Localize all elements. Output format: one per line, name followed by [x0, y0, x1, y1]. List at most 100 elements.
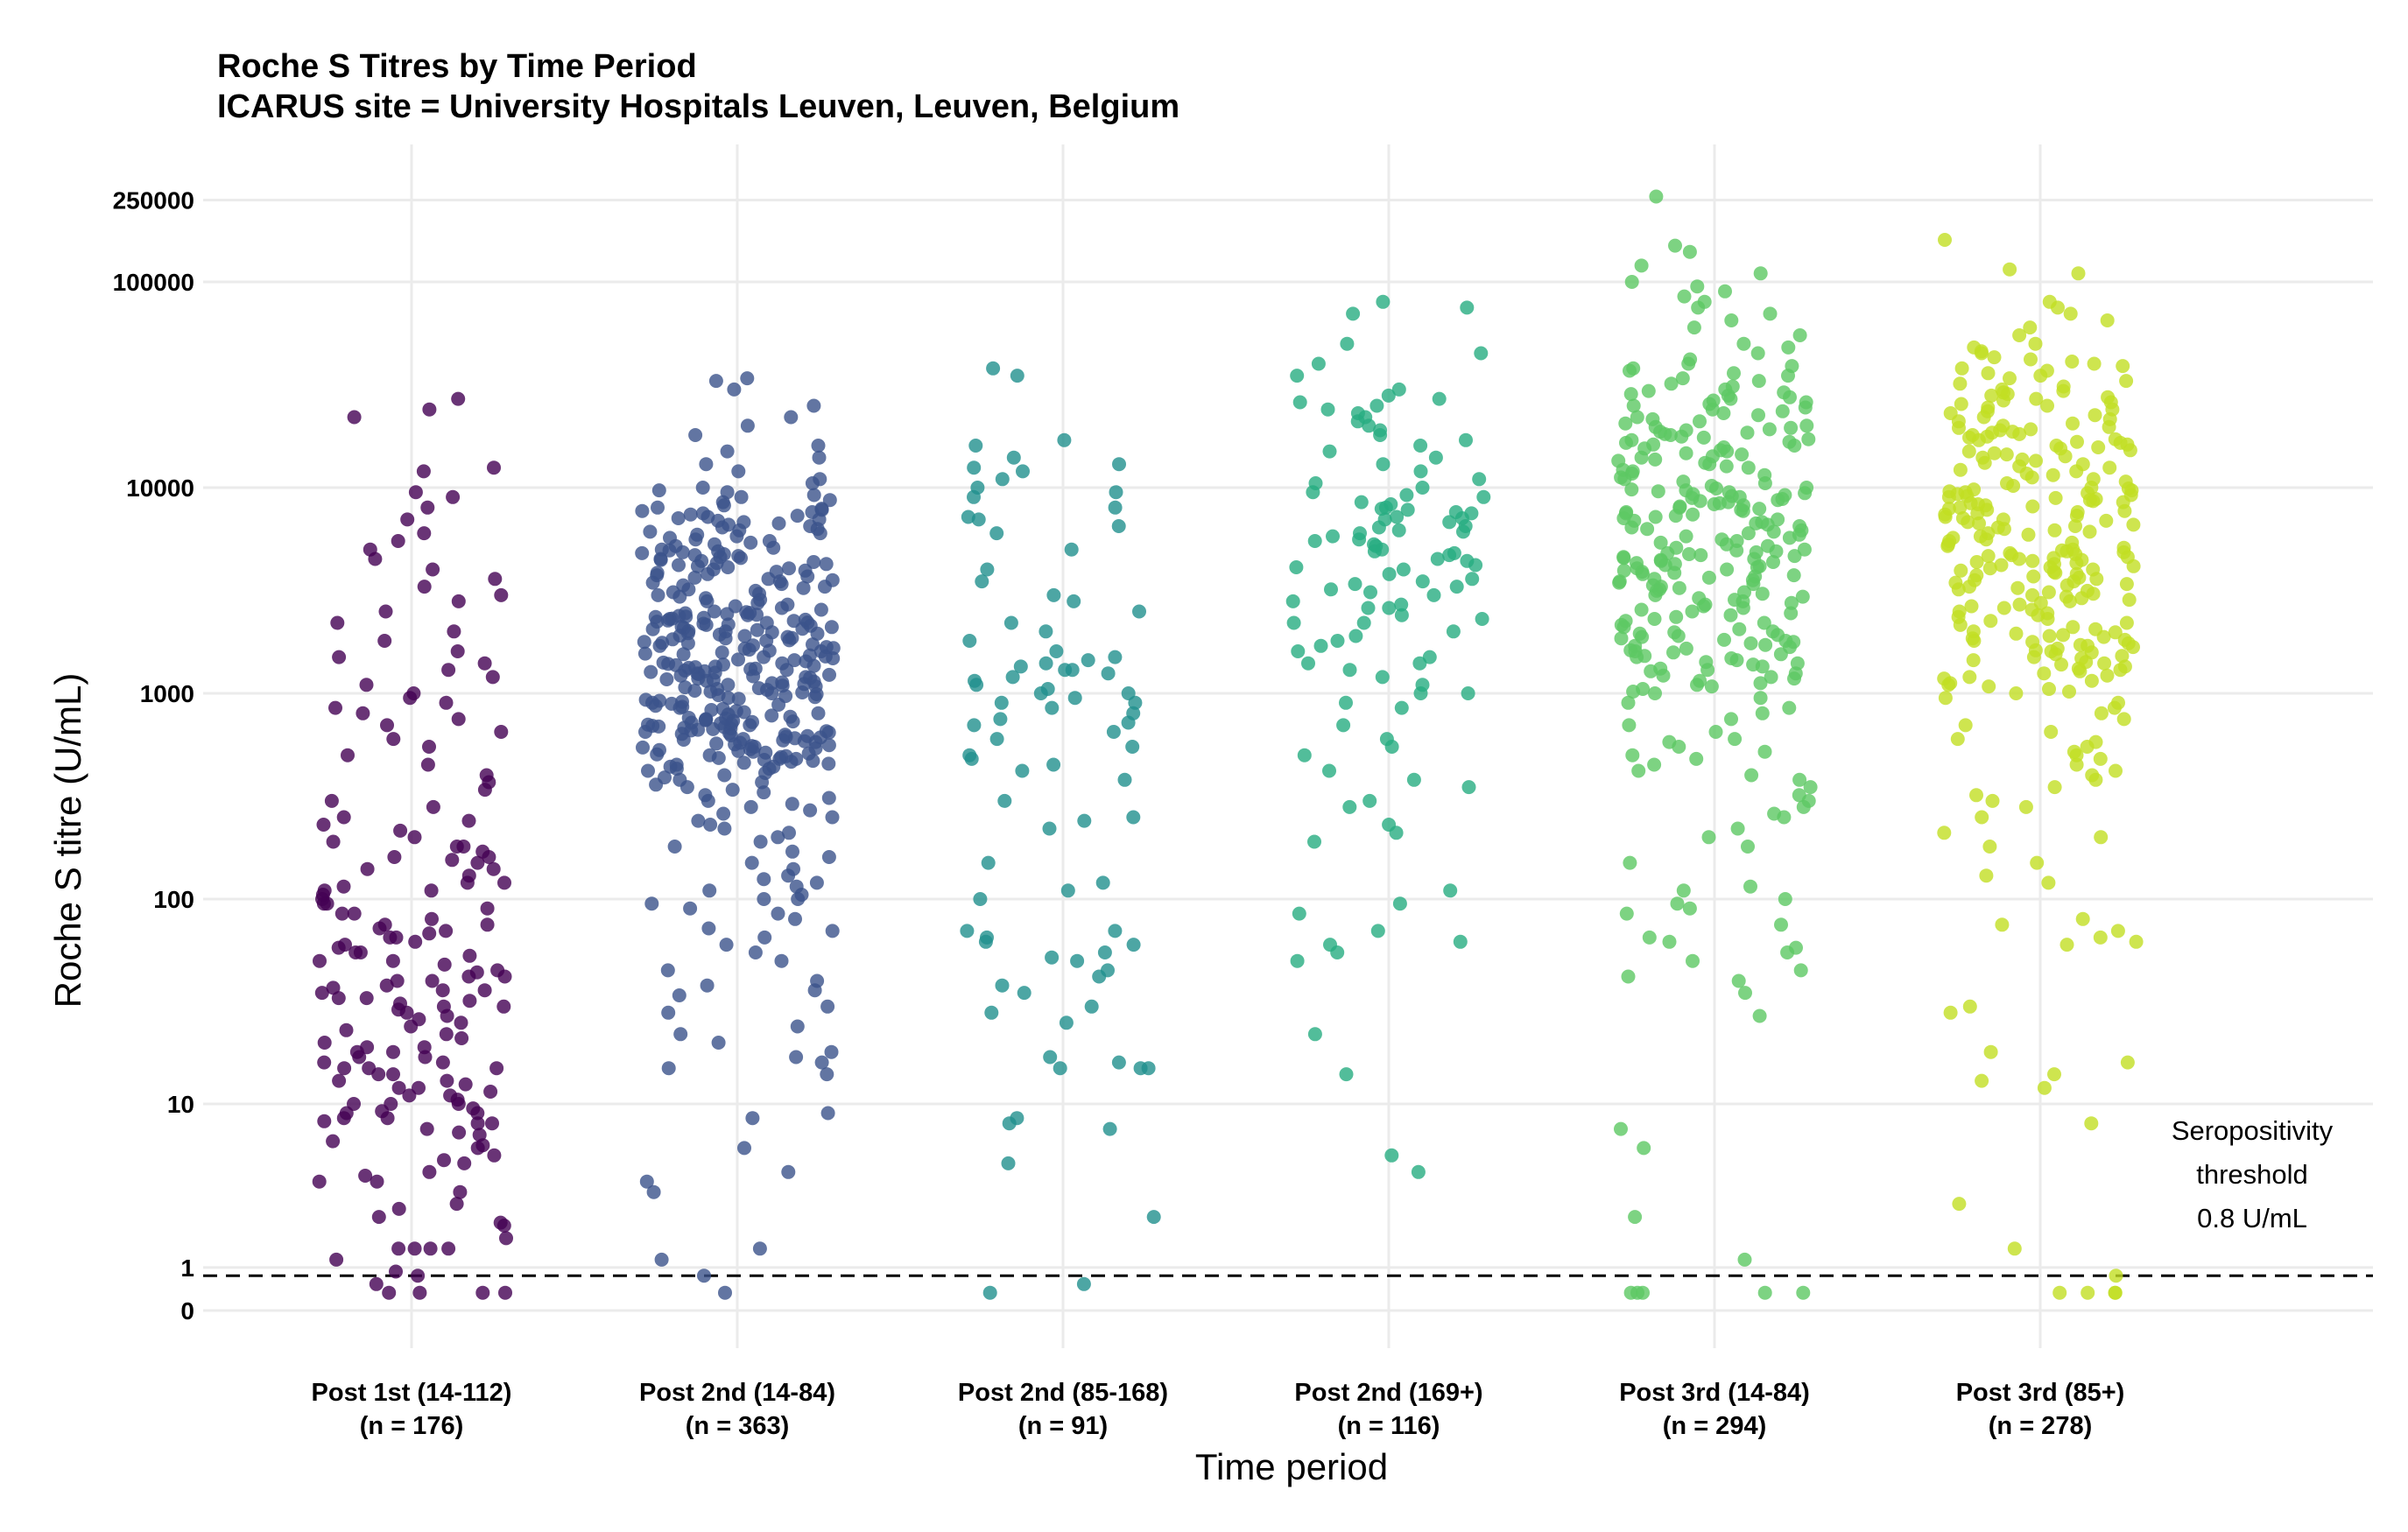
- data-point: [1983, 614, 1998, 629]
- data-point: [2117, 632, 2132, 647]
- data-point: [1982, 679, 1996, 694]
- data-point: [970, 481, 985, 495]
- data-point: [757, 892, 771, 906]
- data-point: [671, 511, 686, 525]
- data-point: [1669, 609, 1684, 624]
- data-point: [497, 969, 512, 984]
- data-point: [720, 444, 735, 459]
- data-point: [2024, 422, 2038, 437]
- data-point: [1413, 464, 1428, 479]
- x-axis-title: Time period: [1195, 1446, 1388, 1487]
- data-point: [1667, 625, 1682, 640]
- data-point: [2040, 398, 2054, 413]
- data-point: [1290, 953, 1305, 968]
- data-point: [1771, 628, 1785, 643]
- data-point: [347, 906, 362, 921]
- data-point: [1682, 901, 1697, 916]
- data-point: [2005, 425, 2020, 439]
- data-point: [2111, 695, 2125, 710]
- data-point: [451, 391, 466, 406]
- data-point: [1701, 570, 1716, 585]
- data-point: [676, 647, 691, 662]
- data-point: [2010, 580, 2025, 595]
- data-point: [2085, 768, 2100, 783]
- data-point: [1792, 772, 1807, 787]
- data-point: [1662, 734, 1677, 749]
- data-point: [716, 547, 731, 561]
- data-point: [2039, 363, 2054, 378]
- data-point: [391, 534, 405, 548]
- data-point: [1724, 313, 1739, 327]
- data-point: [731, 464, 746, 479]
- data-point: [820, 999, 835, 1014]
- data-point: [2084, 1116, 2099, 1131]
- data-point: [1679, 446, 1693, 460]
- data-point: [1628, 1210, 1643, 1225]
- data-point: [731, 652, 745, 667]
- data-point: [1070, 953, 1085, 968]
- y-axis-title: Roche S titre (U/mL): [47, 673, 88, 1008]
- data-point: [1649, 189, 1664, 204]
- data-point: [788, 911, 802, 926]
- data-point: [995, 472, 1010, 487]
- data-point: [469, 965, 484, 980]
- data-point: [485, 670, 500, 685]
- data-point: [787, 653, 802, 668]
- data-point: [2116, 495, 2130, 509]
- data-point: [483, 1085, 498, 1099]
- data-point: [1646, 437, 1661, 452]
- data-point: [2073, 637, 2088, 652]
- data-point: [2063, 306, 2078, 321]
- data-point: [673, 1027, 688, 1042]
- data-point: [986, 361, 1001, 376]
- y-axis-ticks: 0 1 10 100 1000 10000 100000 250000: [113, 186, 194, 1325]
- data-point: [1081, 653, 1095, 668]
- data-point: [1744, 768, 1759, 783]
- data-point: [2028, 336, 2043, 351]
- x-tick-label: Post 2nd (85-168): [958, 1379, 1168, 1407]
- data-point: [1693, 414, 1707, 429]
- data-point: [391, 1002, 405, 1017]
- data-point: [454, 1031, 469, 1045]
- data-point: [1117, 772, 1132, 787]
- data-point: [2101, 390, 2116, 404]
- data-point: [324, 793, 339, 808]
- data-point: [1766, 524, 1781, 539]
- data-point: [809, 875, 824, 890]
- data-point: [1771, 512, 1785, 527]
- data-point: [1057, 432, 1072, 447]
- data-point: [1676, 883, 1691, 898]
- data-point: [1741, 840, 1755, 854]
- data-point: [2100, 313, 2115, 327]
- data-point: [417, 526, 432, 541]
- data-point: [1943, 406, 1958, 420]
- data-point: [2003, 371, 2017, 386]
- data-point: [1795, 589, 1810, 604]
- data-point: [1799, 418, 1814, 433]
- data-point: [2062, 685, 2076, 699]
- data-point: [2047, 523, 2062, 538]
- data-point: [1308, 476, 1323, 490]
- data-point: [695, 506, 710, 521]
- data-point: [2047, 780, 2062, 795]
- data-point: [338, 938, 352, 952]
- data-point: [672, 608, 686, 623]
- data-point: [371, 1210, 386, 1225]
- data-point: [453, 1184, 468, 1199]
- data-point: [461, 813, 476, 828]
- data-point: [820, 1067, 834, 1082]
- data-point: [746, 638, 760, 653]
- data-point: [1612, 575, 1627, 590]
- data-point: [811, 706, 826, 720]
- data-point: [2025, 499, 2040, 514]
- data-point: [1937, 826, 1952, 840]
- data-point: [2023, 320, 2038, 335]
- data-point: [1010, 1111, 1024, 1126]
- data-point: [1792, 788, 1806, 803]
- data-point: [1406, 772, 1421, 787]
- data-point: [751, 681, 766, 696]
- data-point: [1782, 434, 1797, 449]
- data-point: [377, 917, 392, 932]
- data-point: [1616, 551, 1631, 566]
- data-point: [2119, 374, 2134, 389]
